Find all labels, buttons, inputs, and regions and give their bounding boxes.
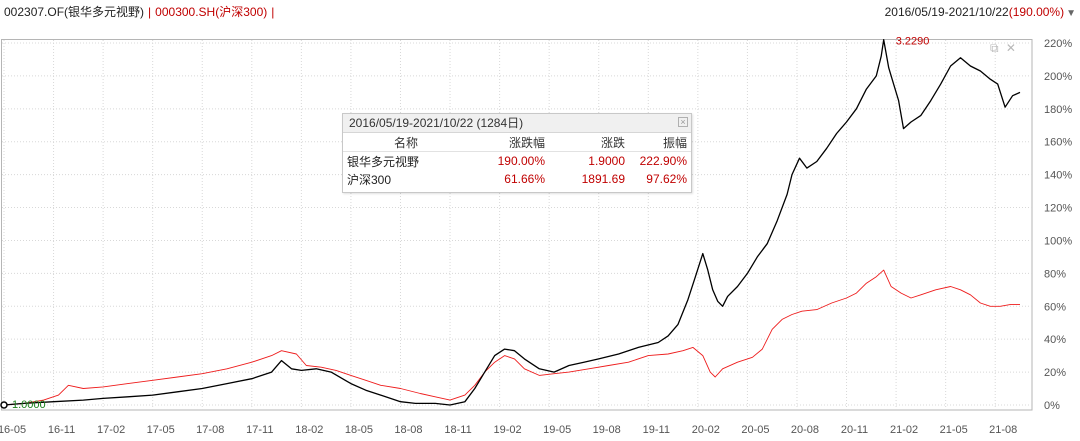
row-amplitude: 97.62% — [646, 172, 687, 186]
series-lines — [3, 39, 1021, 406]
row-change-pct: 61.66% — [504, 172, 545, 186]
y-tick-label: 20% — [1044, 367, 1066, 379]
y-tick-label: 80% — [1044, 268, 1066, 280]
close-x-icon[interactable]: ✕ — [1005, 41, 1016, 55]
col-change-pct-header[interactable]: 涨跌幅 — [469, 133, 549, 152]
legend-separator: | — [148, 5, 152, 19]
x-tick-label: 19-08 — [593, 424, 621, 436]
col-amplitude-header[interactable]: 振幅 — [629, 133, 691, 152]
col-change-header[interactable]: 涨跌 — [549, 133, 629, 152]
y-axis-ticks: 0% 20% 40% 60% 80% 100% 120% 140% 160% 180% 200% 22… — [1044, 38, 1072, 412]
y-tick-label: 200% — [1044, 71, 1072, 83]
x-tick-label: 20-05 — [741, 424, 769, 436]
grid-lines — [1, 39, 1033, 411]
y-tick-label: 160% — [1044, 137, 1072, 149]
max-value-label: 3.2290 — [896, 36, 930, 48]
start-value-label: 1.0000 — [12, 399, 46, 411]
col-name-header[interactable]: 名称 — [343, 133, 469, 152]
date-range-selector[interactable]: 2016/05/19-2021/10/22(190.00%) ▼ — [885, 0, 1076, 26]
y-tick-label: 140% — [1044, 170, 1072, 182]
chart-header: 002307.OF(银华多元视野) | 000300.SH(沪深300) | 2016… — [0, 0, 1080, 24]
chart-window-tools: ⧉ ✕ — [990, 41, 1016, 56]
annotations: 3.2290 1.0000 — [0, 36, 930, 411]
y-tick-label: 120% — [1044, 203, 1072, 215]
restore-icon[interactable]: ⧉ — [990, 41, 999, 55]
x-tick-label: 16-11 — [48, 424, 75, 436]
y-tick-label: 40% — [1044, 334, 1066, 346]
x-tick-label: 20-08 — [791, 424, 819, 436]
table-row[interactable]: 沪深300 61.66% 1891.69 97.62% — [343, 170, 691, 188]
series-legend: 002307.OF(银华多元视野) | 000300.SH(沪深300) | — [4, 0, 278, 24]
x-tick-label: 20-11 — [841, 424, 868, 436]
table-row[interactable]: 银华多元视野 190.00% 1.9000 222.90% — [343, 152, 691, 171]
x-tick-label: 18-08 — [394, 424, 422, 436]
y-tick-label: 0% — [1044, 400, 1060, 412]
x-tick-label: 17-05 — [147, 424, 175, 436]
x-tick-label: 19-02 — [494, 424, 522, 436]
y-tick-label: 60% — [1044, 301, 1066, 313]
legend-separator-end: | — [271, 5, 275, 19]
triangle-down-icon[interactable]: ▼ — [1066, 8, 1076, 19]
x-tick-label: 21-02 — [890, 424, 918, 436]
x-tick-label: 16-05 — [0, 424, 26, 436]
x-tick-label: 17-08 — [196, 424, 224, 436]
summary-panel: 2016/05/19-2021/10/22 (1284日) × 名称 涨跌幅 涨… — [342, 113, 692, 193]
x-axis-ticks: 16-05 16-11 17-02 17-05 17-08 17-11 18-02 18-05… — [0, 424, 1017, 436]
range-return-pct: (190.00%) — [1008, 5, 1065, 19]
y-tick-label: 220% — [1044, 38, 1072, 50]
index-series-line — [3, 269, 1020, 406]
x-tick-label: 17-11 — [246, 424, 273, 436]
y-tick-label: 100% — [1044, 235, 1072, 247]
fund-legend-label[interactable]: 002307.OF(银华多元视野) — [4, 5, 145, 19]
close-icon[interactable]: × — [678, 117, 688, 127]
summary-panel-title: 2016/05/19-2021/10/22 (1284日) — [349, 116, 524, 130]
fund-series-line — [3, 39, 1021, 406]
summary-panel-header: 2016/05/19-2021/10/22 (1284日) × — [343, 114, 691, 133]
date-range-label: 2016/05/19-2021/10/22 — [884, 5, 1009, 19]
summary-table: 名称 涨跌幅 涨跌 振幅 银华多元视野 190.00% 1.9000 222.9… — [343, 133, 691, 188]
row-amplitude: 222.90% — [639, 154, 687, 168]
row-name: 银华多元视野 — [347, 154, 420, 169]
x-tick-label: 18-05 — [345, 424, 373, 436]
x-tick-label: 18-11 — [444, 424, 471, 436]
row-change: 1.9000 — [588, 154, 625, 168]
row-name: 沪深300 — [347, 172, 392, 187]
x-tick-label: 21-08 — [989, 424, 1017, 436]
x-tick-label: 21-05 — [940, 424, 968, 436]
start-point-marker — [0, 401, 8, 409]
x-tick-label: 18-02 — [295, 424, 323, 436]
plot-frame — [1, 39, 1033, 411]
x-tick-label: 17-02 — [97, 424, 125, 436]
index-legend-label[interactable]: 000300.SH(沪深300) — [155, 5, 268, 19]
y-tick-label: 180% — [1044, 104, 1072, 116]
row-change-pct: 190.00% — [497, 154, 545, 168]
row-change: 1891.69 — [581, 172, 625, 186]
x-tick-label: 20-02 — [692, 424, 720, 436]
x-tick-label: 19-11 — [643, 424, 670, 436]
table-header-row: 名称 涨跌幅 涨跌 振幅 — [343, 133, 691, 152]
x-tick-label: 19-05 — [543, 424, 571, 436]
